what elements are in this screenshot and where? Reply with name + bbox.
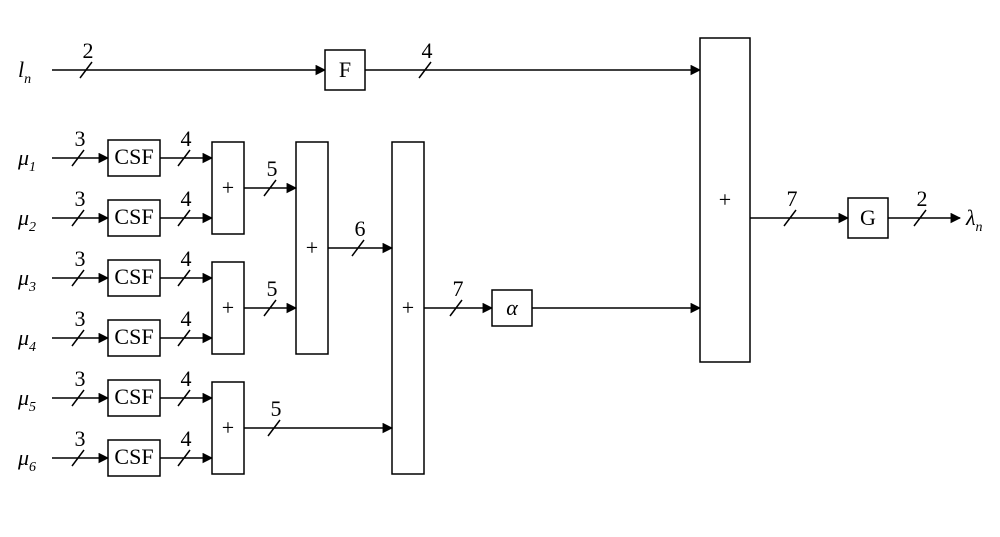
svg-text:λn: λn [965, 205, 983, 235]
svg-text:+: + [222, 415, 234, 440]
svg-text:4: 4 [181, 246, 192, 271]
svg-text:3: 3 [75, 186, 86, 211]
svg-text:4: 4 [422, 38, 433, 63]
svg-text:CSF: CSF [114, 444, 153, 469]
svg-text:7: 7 [453, 276, 464, 301]
svg-text:6: 6 [355, 216, 366, 241]
svg-text:5: 5 [267, 156, 278, 181]
svg-text:4: 4 [181, 126, 192, 151]
svg-text:CSF: CSF [114, 204, 153, 229]
svg-text:4: 4 [181, 366, 192, 391]
svg-text:3: 3 [75, 126, 86, 151]
svg-text:+: + [402, 295, 414, 320]
svg-text:3: 3 [75, 246, 86, 271]
svg-text:4: 4 [181, 186, 192, 211]
svg-text:4: 4 [181, 306, 192, 331]
svg-text:α: α [506, 295, 518, 320]
svg-text:+: + [719, 187, 731, 212]
svg-text:μ5: μ5 [17, 385, 36, 415]
svg-text:+: + [222, 175, 234, 200]
svg-text:μ6: μ6 [17, 445, 36, 475]
block-diagram: ln μ1 μ2 μ3 μ4 μ5 μ6 2 F 4 3 CSF 3 CSF 3 CSF 3 CSF 3 CSF 3 CS… [0, 0, 1000, 537]
svg-text:F: F [339, 57, 351, 82]
svg-text:μ4: μ4 [17, 325, 36, 355]
svg-text:G: G [860, 205, 876, 230]
svg-text:3: 3 [75, 306, 86, 331]
svg-text:3: 3 [75, 366, 86, 391]
svg-text:μ1: μ1 [17, 145, 36, 175]
svg-text:CSF: CSF [114, 264, 153, 289]
svg-text:CSF: CSF [114, 384, 153, 409]
svg-text:+: + [306, 235, 318, 260]
svg-text:2: 2 [83, 38, 94, 63]
svg-text:7: 7 [787, 186, 798, 211]
svg-text:+: + [222, 295, 234, 320]
svg-text:3: 3 [75, 426, 86, 451]
svg-text:CSF: CSF [114, 144, 153, 169]
svg-text:5: 5 [267, 276, 278, 301]
svg-text:ln: ln [18, 57, 31, 87]
svg-text:μ3: μ3 [17, 265, 36, 295]
svg-text:2: 2 [917, 186, 928, 211]
svg-text:5: 5 [271, 396, 282, 421]
svg-text:4: 4 [181, 426, 192, 451]
svg-text:μ2: μ2 [17, 205, 36, 235]
svg-text:CSF: CSF [114, 324, 153, 349]
